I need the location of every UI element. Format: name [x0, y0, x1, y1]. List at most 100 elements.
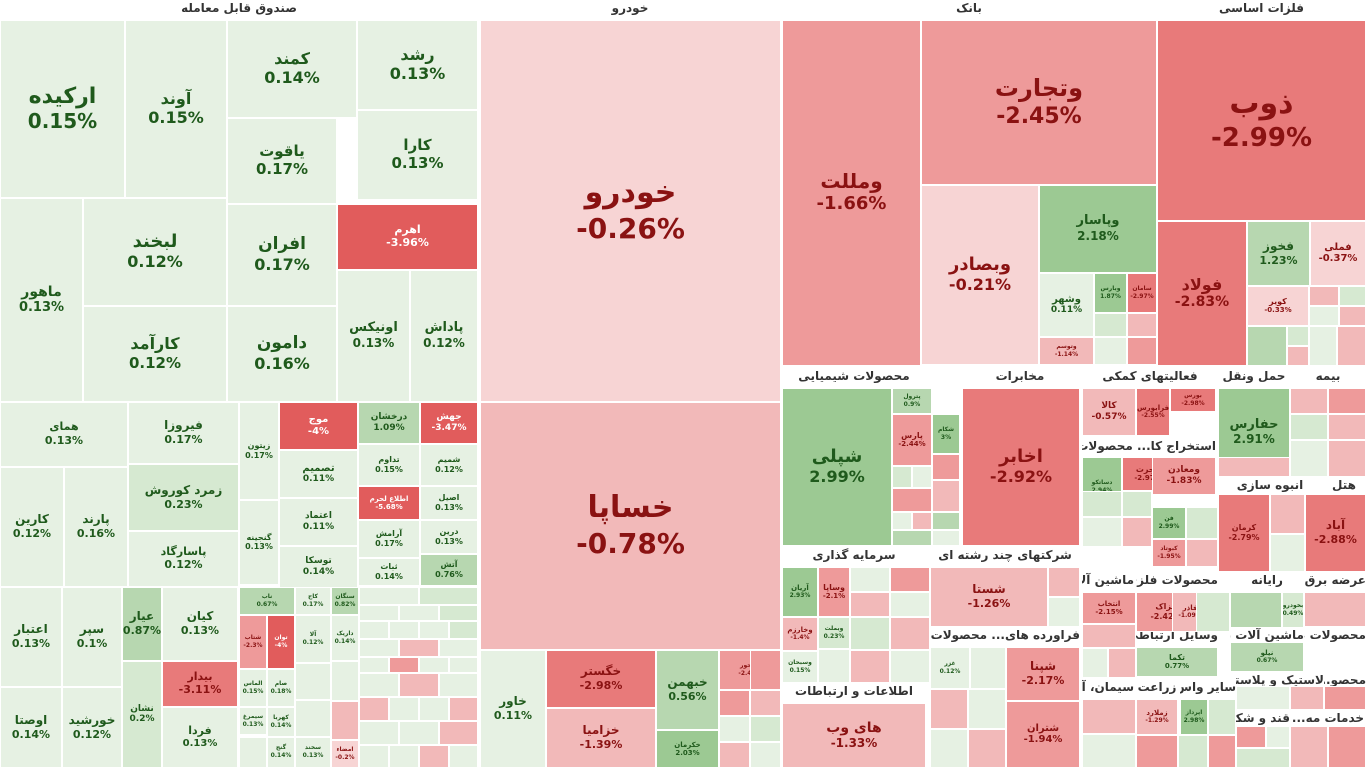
small-stock-tile[interactable]	[1178, 735, 1208, 768]
treemap-tile[interactable]: تداوم 0.15%	[358, 444, 420, 486]
treemap-tile[interactable]: پترول 0.9%	[892, 388, 932, 414]
treemap-tile[interactable]: کاج 0.17%	[295, 587, 331, 615]
treemap-tile[interactable]: اصیل 0.13%	[420, 486, 478, 520]
treemap-tile[interactable]: کهربا 0.14%	[267, 707, 295, 737]
treemap-tile[interactable]: های وب -1.33%	[782, 703, 926, 768]
treemap-tile[interactable]: پارند 0.16%	[64, 467, 128, 587]
treemap-tile[interactable]: شکام 3%	[932, 414, 960, 454]
treemap-tile[interactable]: یاقوت 0.17%	[227, 118, 337, 204]
small-stock-tile[interactable]	[890, 567, 930, 592]
treemap-tile[interactable]: وبملت 0.23%	[818, 617, 850, 649]
treemap-tile[interactable]: زیتون 0.17%	[239, 402, 279, 500]
small-stock-tile[interactable]	[932, 454, 960, 480]
small-stock-tile[interactable]	[359, 587, 419, 605]
treemap-tile[interactable]: زملارد -1.29%	[1136, 699, 1178, 735]
treemap-tile[interactable]: داریک 0.14%	[331, 615, 359, 661]
small-stock-tile[interactable]	[1048, 597, 1080, 627]
small-stock-tile[interactable]	[1309, 306, 1339, 326]
small-stock-tile[interactable]	[419, 745, 449, 768]
treemap-tile[interactable]: الماس 0.15%	[239, 669, 267, 707]
treemap-tile[interactable]: فن 2.99%	[1152, 507, 1186, 539]
small-stock-tile[interactable]	[1216, 388, 1218, 438]
small-stock-tile[interactable]	[1186, 507, 1218, 539]
small-stock-tile[interactable]	[719, 690, 750, 716]
small-stock-tile[interactable]	[850, 650, 890, 683]
treemap-tile[interactable]: شپنا -2.17%	[1006, 647, 1080, 701]
treemap-tile[interactable]: اطلاع لحرم -5.68%	[358, 486, 420, 520]
small-stock-tile[interactable]	[449, 657, 478, 673]
small-stock-tile[interactable]	[1122, 491, 1152, 517]
small-stock-tile[interactable]	[1287, 346, 1309, 366]
small-stock-tile[interactable]	[890, 650, 930, 683]
small-stock-tile[interactable]	[1082, 624, 1136, 648]
treemap-tile[interactable]: کارآمد 0.12%	[83, 306, 227, 402]
treemap-tile[interactable]: خاور 0.11%	[480, 650, 546, 768]
treemap-tile[interactable]: نیلو 0.67%	[1230, 642, 1304, 672]
treemap-tile[interactable]: سخند 0.13%	[295, 737, 331, 768]
treemap-tile[interactable]: اعتماد 0.11%	[279, 498, 358, 546]
small-stock-tile[interactable]	[359, 697, 389, 721]
treemap-tile[interactable]: سیمرغ 0.13%	[239, 707, 267, 735]
treemap-tile[interactable]: خگستر -2.98%	[546, 650, 656, 708]
small-stock-tile[interactable]	[1230, 592, 1282, 628]
small-stock-tile[interactable]	[1337, 326, 1366, 366]
small-stock-tile[interactable]	[1328, 414, 1366, 440]
small-stock-tile[interactable]	[1218, 457, 1290, 477]
small-stock-tile[interactable]	[750, 650, 781, 690]
treemap-tile[interactable]: شتران -1.94%	[1006, 701, 1080, 768]
small-stock-tile[interactable]	[1082, 734, 1136, 768]
treemap-tile[interactable]: ذوب -2.99%	[1157, 20, 1366, 221]
small-stock-tile[interactable]	[1196, 592, 1230, 632]
treemap-tile[interactable]: بیدار -3.11%	[162, 661, 238, 707]
treemap-tile[interactable]: بخودرو 0.49%	[1282, 592, 1304, 628]
treemap-tile[interactable]: اپرداز 2.98%	[1180, 699, 1208, 735]
treemap-tile[interactable]: کالا -0.57%	[1082, 388, 1136, 436]
small-stock-tile[interactable]	[419, 657, 449, 673]
treemap-tile[interactable]: وتوسم -1.14%	[1039, 337, 1094, 365]
treemap-tile[interactable]: وتجارت -2.45%	[921, 20, 1157, 185]
small-stock-tile[interactable]	[890, 617, 930, 650]
treemap-tile[interactable]: شپلی 2.99%	[782, 388, 892, 546]
treemap-tile[interactable]: غزر 0.12%	[930, 647, 970, 689]
small-stock-tile[interactable]	[1082, 699, 1136, 734]
small-stock-tile[interactable]	[1290, 440, 1328, 477]
treemap-tile[interactable]: آلا 0.12%	[295, 615, 331, 663]
small-stock-tile[interactable]	[750, 742, 781, 768]
small-stock-tile[interactable]	[389, 745, 419, 768]
small-stock-tile[interactable]	[1290, 726, 1328, 768]
small-stock-tile[interactable]	[1122, 517, 1152, 547]
treemap-tile[interactable]: خزامیا -1.39%	[546, 708, 656, 768]
small-stock-tile[interactable]	[818, 649, 850, 683]
small-stock-tile[interactable]	[750, 690, 781, 716]
small-stock-tile[interactable]	[1236, 686, 1290, 710]
small-stock-tile[interactable]	[1328, 388, 1366, 414]
treemap-tile[interactable]: اهرم -3.96%	[337, 204, 478, 270]
treemap-tile[interactable]: شتاب -2.3%	[239, 615, 267, 669]
treemap-tile[interactable]: خکرمان 2.03%	[656, 730, 719, 768]
small-stock-tile[interactable]	[359, 657, 389, 673]
small-stock-tile[interactable]	[359, 673, 399, 697]
treemap-tile[interactable]: درخشان 1.09%	[358, 402, 420, 444]
small-stock-tile[interactable]	[1328, 440, 1366, 477]
small-stock-tile[interactable]	[439, 721, 478, 745]
small-stock-tile[interactable]	[1082, 517, 1122, 547]
treemap-tile[interactable]: موج -4%	[279, 402, 358, 450]
treemap-tile[interactable]: گنجینه 0.13%	[239, 500, 279, 585]
small-stock-tile[interactable]	[1208, 699, 1236, 735]
treemap-tile[interactable]: پاداش 0.12%	[410, 270, 478, 402]
small-stock-tile[interactable]	[399, 673, 439, 697]
small-stock-tile[interactable]	[1270, 534, 1305, 572]
treemap-tile[interactable]: درین 0.13%	[420, 520, 478, 554]
small-stock-tile[interactable]	[1236, 726, 1266, 748]
treemap-tile[interactable]: کیان 0.13%	[162, 587, 238, 661]
treemap-tile[interactable]: ومللت -1.66%	[782, 20, 921, 366]
treemap-tile[interactable]: فیروزا 0.17%	[128, 402, 239, 464]
treemap-tile[interactable]: شستا -1.26%	[930, 567, 1048, 627]
treemap-tile[interactable]: وشهر 0.11%	[1039, 273, 1094, 337]
treemap-tile[interactable]: آتش 0.76%	[420, 554, 478, 586]
treemap-tile[interactable]: پارس -2.44%	[892, 414, 932, 466]
treemap-tile[interactable]: آباد -2.88%	[1305, 494, 1366, 572]
treemap-tile[interactable]: صام 0.18%	[267, 669, 295, 707]
small-stock-tile[interactable]	[970, 647, 1006, 689]
treemap-tile[interactable]: خورشید 0.12%	[62, 687, 122, 768]
